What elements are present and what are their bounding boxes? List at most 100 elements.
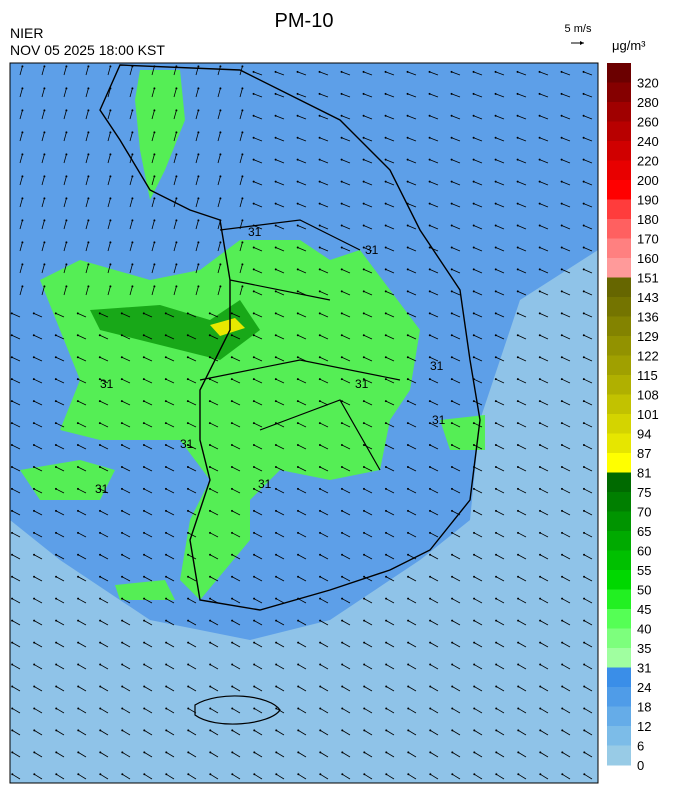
legend-label: 12: [637, 719, 651, 734]
wind-arrowhead: [318, 487, 321, 490]
wind-arrowhead: [253, 575, 256, 578]
wind-arrow: [451, 269, 461, 274]
wind-arrow: [144, 752, 153, 758]
wind-arrowhead: [230, 378, 233, 381]
wind-arrowhead: [494, 509, 497, 512]
wind-arrow: [474, 752, 483, 758]
wind-arrowhead: [362, 246, 365, 249]
wind-arrow: [495, 620, 505, 626]
wind-arrowhead: [98, 465, 101, 468]
wind-arrow: [363, 422, 373, 428]
wind-arrowhead: [429, 751, 432, 754]
wind-arrowhead: [297, 729, 300, 732]
wind-arrow: [451, 312, 461, 318]
wind-arrow: [85, 132, 89, 142]
wind-arrowhead: [10, 400, 13, 403]
wind-arrow: [239, 132, 243, 142]
wind-arrow: [188, 708, 197, 714]
wind-arrow: [473, 334, 483, 340]
wind-arrowhead: [165, 729, 168, 732]
legend-swatch: [607, 609, 631, 629]
wind-arrowhead: [252, 290, 255, 293]
wind-arrow: [341, 247, 351, 252]
wind-arrow: [583, 225, 593, 230]
wind-arrowhead: [143, 575, 146, 578]
wind-arrowhead: [274, 312, 277, 315]
wind-arrowhead: [121, 641, 124, 644]
contour-label: 31: [355, 377, 369, 391]
wind-arrowhead: [560, 202, 563, 205]
wind-arrowhead: [384, 202, 387, 205]
wind-arrow: [41, 66, 45, 76]
legend-swatch: [607, 219, 631, 239]
wind-arrow: [143, 466, 153, 472]
wind-arrow: [451, 576, 461, 582]
wind-arrow: [451, 291, 461, 296]
wind-arrow: [451, 532, 461, 538]
wind-arrowhead: [87, 241, 90, 244]
wind-arrowhead: [99, 553, 102, 556]
wind-arrow: [231, 488, 241, 494]
wind-arrow: [209, 312, 219, 318]
wind-arrowhead: [187, 729, 190, 732]
wind-arrowhead: [143, 707, 146, 710]
wind-arrow: [319, 620, 329, 626]
wind-arrow: [275, 203, 285, 208]
wind-arrowhead: [341, 663, 344, 666]
wind-arrow: [166, 686, 175, 692]
wind-arrowhead: [428, 509, 431, 512]
wind-arrow: [77, 510, 87, 516]
wind-arrowhead: [252, 400, 255, 403]
wind-arrowhead: [230, 334, 233, 337]
wind-arrow: [33, 400, 43, 406]
wind-arrowhead: [384, 114, 387, 117]
wind-arrowhead: [231, 663, 234, 666]
wind-arrowhead: [582, 180, 585, 183]
wind-arrow: [33, 598, 43, 604]
wind-arrowhead: [131, 197, 134, 200]
wind-arrowhead: [318, 202, 321, 205]
wind-arrow: [231, 400, 241, 406]
wind-arrow: [151, 66, 155, 76]
wind-arrowhead: [428, 180, 431, 183]
wind-arrowhead: [55, 531, 58, 534]
wind-arrowhead: [231, 773, 234, 776]
wind-arrow: [562, 773, 571, 780]
wind-arrowhead: [252, 70, 255, 73]
wind-arrowhead: [99, 575, 102, 578]
wind-arrow: [77, 378, 87, 384]
wind-arrowhead: [472, 180, 475, 183]
wind-arrowhead: [11, 663, 14, 666]
wind-arrowhead: [319, 729, 322, 732]
wind-arrow: [539, 247, 549, 252]
wind-arrowhead: [406, 92, 409, 95]
wind-arrow: [55, 664, 65, 670]
wind-arrowhead: [450, 136, 453, 139]
wind-arrowhead: [516, 246, 519, 249]
wind-arrow: [540, 752, 549, 758]
wind-arrowhead: [32, 312, 35, 315]
wind-arrowhead: [539, 707, 542, 710]
wind-arrow: [166, 708, 175, 714]
legend-swatch: [607, 745, 631, 766]
wind-arrow: [41, 198, 45, 208]
wind-arrowhead: [516, 378, 519, 381]
wind-arrowhead: [516, 114, 519, 117]
wind-arrowhead: [516, 400, 519, 403]
wind-arrow: [539, 422, 549, 428]
wind-arrowhead: [187, 575, 190, 578]
wind-arrow: [583, 664, 593, 670]
wind-arrow: [429, 444, 439, 450]
wind-arrow: [99, 378, 109, 384]
wind-arrow: [195, 242, 199, 252]
wind-arrow: [34, 708, 43, 714]
wind-arrowhead: [560, 224, 563, 227]
wind-arrow: [143, 400, 153, 406]
wind-arrowhead: [253, 663, 256, 666]
wind-arrowhead: [451, 553, 454, 556]
wind-arrow: [341, 115, 351, 120]
legend-label: 87: [637, 446, 651, 461]
wind-arrow: [77, 466, 87, 472]
wind-arrow: [99, 510, 109, 516]
wind-arrow: [407, 378, 417, 384]
